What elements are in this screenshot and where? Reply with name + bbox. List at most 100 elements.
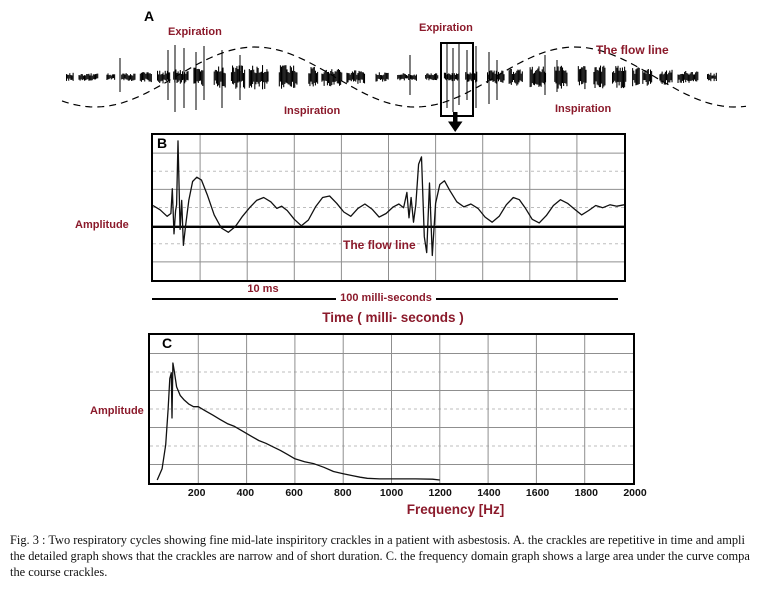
- crackle-bar: [166, 70, 168, 80]
- crackle-bar: [213, 71, 215, 85]
- crackle-bar: [124, 74, 126, 79]
- crackle-bar: [330, 71, 332, 87]
- crackle-train: [66, 65, 717, 90]
- crackle-bar: [620, 71, 622, 89]
- crackle-bar: [249, 70, 251, 86]
- crackle-bar: [196, 69, 198, 82]
- crackle-bar: [662, 74, 664, 83]
- crackle-bar: [255, 73, 257, 85]
- panel-b-plot: B The flow line: [151, 133, 626, 282]
- crackle-bar: [218, 66, 220, 86]
- crackle-bar: [175, 69, 177, 80]
- crackle-bar: [69, 73, 71, 79]
- crackle-bar: [282, 65, 284, 85]
- crackle-bar: [666, 70, 668, 81]
- crackle-bar: [232, 65, 234, 84]
- crackle-bar: [355, 70, 357, 82]
- crackle-bar: [92, 74, 94, 80]
- panel-a-waveform-svg: [61, 42, 747, 112]
- crackle-bar: [713, 73, 715, 82]
- crackle-bar: [502, 70, 504, 83]
- crackle-bar: [287, 72, 289, 85]
- crackle-bar: [241, 65, 243, 81]
- crackle-bar: [448, 73, 450, 81]
- crackle-bar: [491, 70, 493, 81]
- crackle-bar: [110, 75, 112, 80]
- caption-line-2: the detailed graph shows that the crackl…: [10, 549, 750, 563]
- crackle-bar: [182, 71, 184, 81]
- crackle-bar: [624, 66, 626, 88]
- crackle-bar: [378, 72, 380, 79]
- crackle-bar: [541, 69, 543, 83]
- crackle-bar: [347, 73, 349, 83]
- crackle-bar: [176, 72, 178, 83]
- crackle-bar: [385, 72, 387, 81]
- crackle-bar: [451, 73, 453, 82]
- x-tick-label: 1800: [574, 487, 598, 499]
- crackle-bar: [230, 72, 232, 81]
- crackle-bar: [540, 72, 542, 87]
- crackle-bar: [169, 72, 171, 83]
- crackle-bar: [185, 73, 187, 82]
- crackle-bar: [692, 74, 694, 82]
- crackle-bar: [612, 72, 614, 84]
- crackle-bar: [646, 69, 648, 86]
- crackle-bar: [95, 74, 97, 80]
- crackle-bar: [495, 70, 497, 84]
- crackle-bar: [82, 75, 84, 80]
- crackle-bar: [178, 73, 180, 81]
- crackle-bar: [642, 70, 644, 84]
- crackle-bar: [449, 74, 451, 81]
- crackle-bar: [425, 75, 427, 79]
- crackle-bar: [326, 72, 328, 86]
- crackle-bar: [324, 70, 326, 81]
- crackle-bar: [538, 66, 540, 87]
- crackle-bar: [314, 70, 316, 86]
- crackle-bar: [88, 73, 90, 81]
- crackle-bar: [499, 74, 501, 80]
- crackle-bar: [623, 71, 625, 89]
- crackle-bar: [435, 73, 437, 80]
- crackle-bar: [150, 74, 152, 83]
- crackle-bar: [683, 74, 685, 83]
- crackle-bar: [317, 71, 319, 84]
- crackle-bar: [399, 74, 401, 81]
- crackle-bar: [709, 74, 711, 80]
- crackle-bar: [296, 72, 298, 85]
- crackle-bar: [426, 73, 428, 80]
- crackle-bar: [468, 74, 470, 82]
- crackle-bar: [684, 71, 686, 80]
- crackle-bar: [84, 75, 86, 81]
- crackle-bar: [594, 67, 596, 88]
- crackle-bar: [668, 72, 670, 83]
- crackle-bar: [164, 70, 166, 81]
- crackle-bar: [408, 74, 410, 80]
- crackle-bar: [596, 69, 598, 85]
- crackle-bar: [147, 72, 149, 81]
- crackle-bar: [278, 72, 280, 87]
- crackle-bar: [285, 65, 287, 83]
- spectrum-curve: [156, 362, 440, 481]
- crackle-bar: [122, 73, 124, 79]
- crackle-bar: [223, 72, 225, 87]
- crackle-bar: [413, 74, 415, 80]
- crackle-bar: [476, 71, 478, 82]
- crackle-bar: [360, 71, 362, 80]
- crackle-bar: [200, 71, 202, 81]
- crackle-bar: [694, 74, 696, 80]
- crackle-bar: [474, 73, 476, 80]
- crackle-bar: [186, 71, 188, 80]
- crackle-bar: [134, 73, 136, 80]
- crackle-bar: [177, 71, 179, 82]
- crackle-bar: [465, 72, 467, 80]
- crackle-bar: [659, 74, 661, 81]
- crackle-bar: [509, 68, 511, 84]
- crackle-bar: [558, 70, 560, 85]
- panel-c-plot: C: [148, 333, 635, 485]
- crackle-bar: [146, 72, 148, 80]
- crackle-bar: [236, 66, 238, 88]
- crackle-bar: [604, 67, 606, 86]
- crackle-bar: [633, 70, 635, 81]
- crackle-bar: [470, 73, 472, 81]
- crackle-bar: [376, 74, 378, 82]
